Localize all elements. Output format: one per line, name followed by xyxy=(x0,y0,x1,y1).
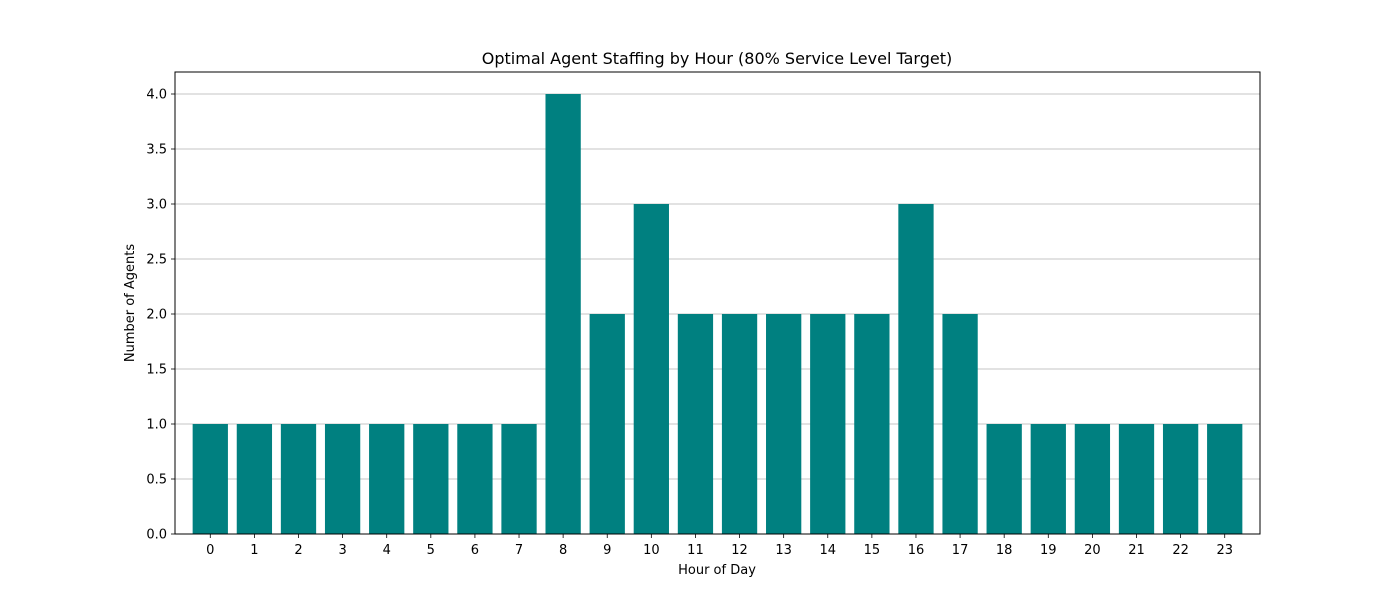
bar-hour-16 xyxy=(898,204,934,534)
x-tick-label: 14 xyxy=(819,543,836,558)
x-tick-label: 6 xyxy=(471,543,479,558)
x-tick-label: 5 xyxy=(427,543,435,558)
bar-hour-2 xyxy=(280,424,317,534)
x-tick-label: 23 xyxy=(1216,543,1233,558)
y-tick-label: 3.5 xyxy=(146,143,167,158)
y-tick-label: 4.0 xyxy=(146,88,167,103)
x-tick-label: 7 xyxy=(515,543,523,558)
bar-hour-4 xyxy=(369,424,405,534)
bar-hour-20 xyxy=(1074,424,1111,534)
bar-hour-7 xyxy=(501,424,537,534)
x-axis-ticks: 0 1 2 3 4 5 6 7 8 9 10 11 12 13 14 15 16 17 18 19 20 21 22 23 xyxy=(206,534,1233,558)
y-axis-ticks: 0.0 0.5 1.0 1.5 2.0 2.5 3.0 3.5 4.0 xyxy=(146,88,175,543)
bar-hour-19 xyxy=(1030,424,1066,534)
bar-hour-23 xyxy=(1207,424,1243,534)
bar-hour-14 xyxy=(810,314,846,534)
plot-area-frame xyxy=(174,71,1261,535)
y-tick-label: 2.0 xyxy=(146,308,167,323)
x-tick-label: 15 xyxy=(864,543,881,558)
bar-hour-1 xyxy=(236,424,273,534)
chart-title: Optimal Agent Staffing by Hour (80% Serv… xyxy=(482,49,952,68)
bar-hour-21 xyxy=(1118,424,1155,534)
bar-hour-11 xyxy=(677,314,714,534)
bar-hour-10 xyxy=(633,204,669,534)
bar-hour-18 xyxy=(986,424,1022,534)
bar-hour-15 xyxy=(854,314,890,534)
x-axis-label: Hour of Day xyxy=(678,563,756,578)
x-tick-label: 16 xyxy=(908,543,925,558)
bar-hour-22 xyxy=(1162,424,1199,534)
y-tick-label: 2.5 xyxy=(146,253,167,268)
x-tick-label: 18 xyxy=(996,543,1013,558)
x-tick-label: 4 xyxy=(383,543,391,558)
x-tick-label: 22 xyxy=(1172,543,1189,558)
y-tick-label: 1.0 xyxy=(146,418,167,433)
bar-hour-13 xyxy=(766,314,802,534)
x-tick-label: 1 xyxy=(250,543,258,558)
x-tick-label: 3 xyxy=(338,543,346,558)
x-tick-label: 13 xyxy=(775,543,792,558)
bar-hour-8 xyxy=(545,94,581,534)
x-tick-label: 19 xyxy=(1040,543,1057,558)
bar-hour-9 xyxy=(589,314,625,534)
y-tick-label: 0.0 xyxy=(146,528,167,543)
x-tick-label: 11 xyxy=(687,543,704,558)
x-tick-label: 8 xyxy=(559,543,567,558)
y-tick-label: 1.5 xyxy=(146,363,167,378)
bar-hour-0 xyxy=(192,424,228,534)
x-tick-label: 9 xyxy=(603,543,611,558)
x-tick-label: 20 xyxy=(1084,543,1101,558)
x-tick-label: 12 xyxy=(731,543,748,558)
y-axis-label: Number of Agents xyxy=(123,244,138,362)
bar-hour-12 xyxy=(721,314,758,534)
x-tick-label: 17 xyxy=(952,543,969,558)
bar-hour-6 xyxy=(457,424,493,534)
x-tick-label: 21 xyxy=(1128,543,1145,558)
bar-hour-5 xyxy=(413,424,449,534)
bar-hour-3 xyxy=(324,424,361,534)
x-tick-label: 0 xyxy=(206,543,214,558)
bars xyxy=(192,94,1243,534)
bar-hour-17 xyxy=(942,314,978,534)
x-tick-label: 2 xyxy=(294,543,302,558)
y-tick-label: 3.0 xyxy=(146,198,167,213)
y-tick-label: 0.5 xyxy=(146,473,167,488)
x-tick-label: 10 xyxy=(643,543,660,558)
